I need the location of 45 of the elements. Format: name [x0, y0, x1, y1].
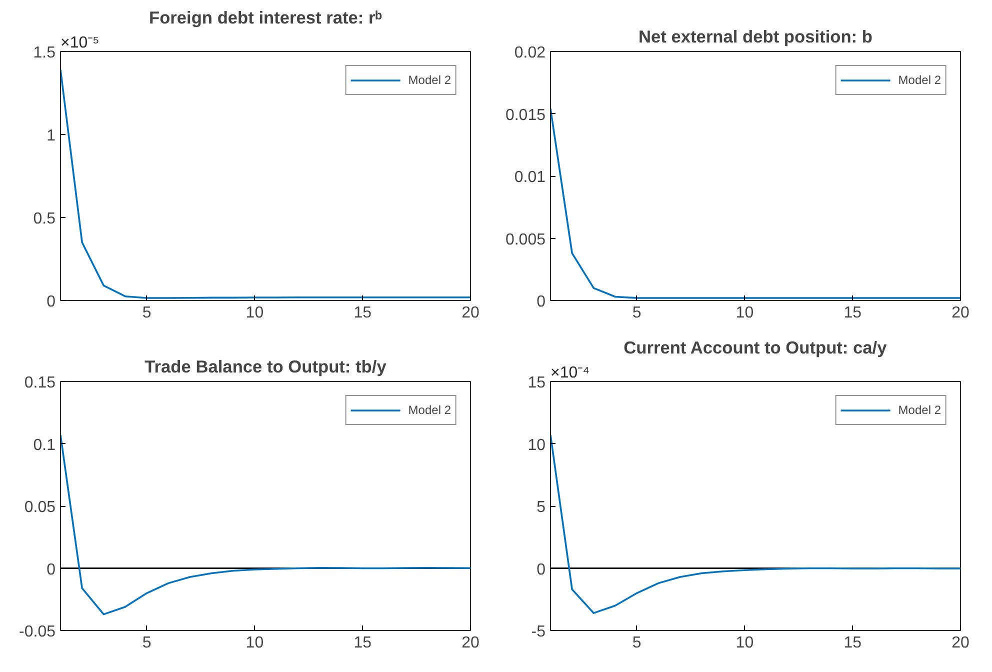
y-tick-label: -5	[531, 624, 546, 640]
x-tick-label: 15	[354, 304, 372, 322]
y-tick-label: 0.005	[505, 231, 546, 248]
annotation: ×10⁻⁴	[550, 364, 590, 382]
chart-title: Net external debt position: b	[638, 26, 872, 46]
y-tick-label: 15	[528, 374, 546, 392]
x-tick-label: 5	[632, 634, 642, 652]
x-tick-label: 15	[844, 634, 862, 652]
x-tick-label: 10	[246, 304, 264, 322]
y-tick-label: 0.02	[514, 44, 546, 62]
x-tick-label: 5	[632, 304, 642, 322]
chart-title: Foreign debt interest rate: rᵇ	[148, 8, 382, 28]
y-tick-label: 10	[528, 436, 546, 454]
legend-label: Model 2	[408, 73, 451, 87]
y-tick-label: -0.05	[19, 624, 56, 640]
y-tick-label: 0.01	[514, 169, 546, 186]
chart-title: Current Account to Output: ca/y	[624, 338, 888, 358]
x-tick-label: 10	[736, 634, 754, 652]
x-tick-label: 20	[952, 634, 970, 652]
chart-title: Trade Balance to Output: tb/y	[144, 356, 387, 376]
x-tick-label: 10	[736, 304, 754, 322]
y-tick-label: 0.5	[33, 210, 56, 228]
x-tick-label: 20	[952, 304, 970, 322]
y-tick-label: 1	[46, 128, 56, 144]
x-tick-label: 5	[142, 634, 152, 652]
legend-label: Model 2	[408, 403, 451, 417]
x-tick-label: 20	[462, 304, 480, 322]
legend-label: Model 2	[898, 403, 941, 417]
legend-label: Model 2	[898, 73, 941, 87]
y-tick-label: 0.1	[33, 436, 56, 454]
x-tick-label: 10	[246, 634, 264, 652]
y-tick-label: 0	[46, 294, 56, 310]
x-tick-label: 5	[142, 304, 152, 322]
y-tick-label: 0	[536, 561, 546, 578]
x-tick-label: 15	[844, 304, 862, 322]
y-tick-label: 1.5	[33, 44, 56, 62]
x-tick-label: 20	[462, 634, 480, 652]
y-tick-label: 0	[46, 561, 56, 578]
y-tick-label: 0	[536, 294, 546, 310]
annotation: ×10⁻⁵	[60, 34, 100, 52]
x-tick-label: 15	[354, 634, 372, 652]
y-tick-label: 0.05	[24, 499, 56, 516]
y-tick-label: 5	[536, 499, 546, 516]
y-tick-label: 0.15	[24, 374, 56, 392]
y-tick-label: 0.015	[505, 106, 546, 124]
